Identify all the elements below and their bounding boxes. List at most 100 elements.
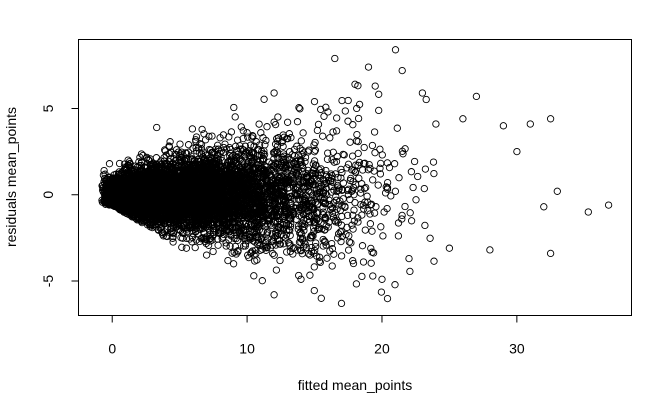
data-point	[124, 156, 132, 164]
data-point	[312, 239, 320, 247]
data-point	[259, 149, 268, 158]
data-point	[379, 232, 387, 240]
data-point	[306, 271, 314, 279]
data-point	[260, 95, 268, 103]
data-point	[374, 181, 382, 189]
data-point	[382, 183, 390, 191]
data-point	[181, 149, 190, 157]
data-point	[254, 145, 263, 154]
data-point	[307, 247, 316, 256]
data-point	[328, 172, 336, 180]
data-point	[359, 258, 368, 266]
data-point	[184, 141, 193, 149]
data-point	[197, 145, 206, 153]
data-point	[176, 140, 184, 148]
data-point	[232, 250, 240, 258]
data-point	[358, 242, 367, 250]
data-point	[316, 258, 324, 267]
data-point	[331, 170, 340, 178]
data-point	[300, 226, 308, 235]
data-point	[275, 240, 284, 248]
data-point	[338, 227, 346, 236]
data-point	[395, 174, 403, 182]
data-point	[233, 231, 241, 240]
data-point	[332, 192, 340, 201]
data-point	[248, 247, 257, 255]
data-point	[311, 242, 320, 251]
data-point	[344, 246, 353, 254]
data-point	[329, 148, 337, 156]
data-point	[338, 96, 346, 105]
data-point	[333, 205, 341, 213]
data-point	[394, 232, 403, 240]
data-point	[205, 132, 213, 141]
data-point	[323, 254, 331, 262]
data-point	[220, 230, 228, 239]
data-point	[325, 218, 333, 226]
data-point	[279, 131, 287, 139]
data-point	[192, 228, 200, 236]
data-point	[343, 186, 352, 195]
data-point	[310, 286, 318, 295]
data-point	[310, 263, 318, 271]
data-point	[227, 128, 236, 136]
data-point	[237, 123, 245, 131]
data-point	[263, 123, 271, 131]
data-point	[192, 133, 201, 141]
data-point	[369, 176, 377, 184]
data-point	[367, 244, 375, 253]
data-point	[343, 164, 351, 172]
data-point	[328, 262, 336, 270]
data-point	[371, 149, 379, 157]
data-point	[410, 157, 419, 166]
data-point	[221, 140, 229, 148]
data-point	[276, 173, 284, 181]
data-point	[375, 90, 383, 98]
data-point	[321, 190, 330, 198]
data-point	[333, 216, 341, 224]
data-point	[274, 113, 282, 121]
data-point	[169, 230, 178, 238]
data-point	[368, 227, 376, 235]
data-point	[391, 187, 400, 195]
data-point	[298, 250, 306, 258]
data-point	[430, 257, 438, 265]
data-point	[301, 158, 309, 166]
data-point	[385, 163, 394, 172]
data-point	[310, 227, 318, 236]
data-point	[297, 137, 305, 145]
data-point	[218, 234, 226, 243]
data-point	[319, 235, 327, 244]
data-point	[383, 294, 392, 303]
data-point	[239, 134, 247, 143]
data-point	[262, 246, 270, 254]
data-point	[406, 267, 414, 276]
data-point	[341, 202, 349, 210]
data-point	[352, 161, 360, 169]
data-point	[391, 281, 399, 289]
data-point	[358, 272, 366, 281]
data-point	[177, 234, 185, 242]
data-point	[422, 95, 430, 104]
data-point	[340, 151, 348, 159]
data-point	[214, 241, 222, 249]
data-point	[363, 192, 371, 200]
data-point	[344, 160, 353, 168]
data-point	[255, 141, 264, 149]
data-point	[328, 156, 336, 164]
data-point	[367, 200, 376, 208]
data-point	[420, 184, 428, 193]
data-point	[346, 138, 354, 146]
data-point	[390, 160, 399, 168]
data-point	[279, 142, 287, 151]
data-point	[377, 223, 385, 231]
data-point	[277, 172, 285, 180]
data-point	[255, 233, 263, 241]
data-point	[296, 234, 305, 242]
data-point	[357, 185, 365, 193]
data-point	[350, 166, 358, 175]
data-point	[360, 143, 368, 152]
data-point	[429, 158, 438, 166]
data-point	[264, 228, 272, 236]
